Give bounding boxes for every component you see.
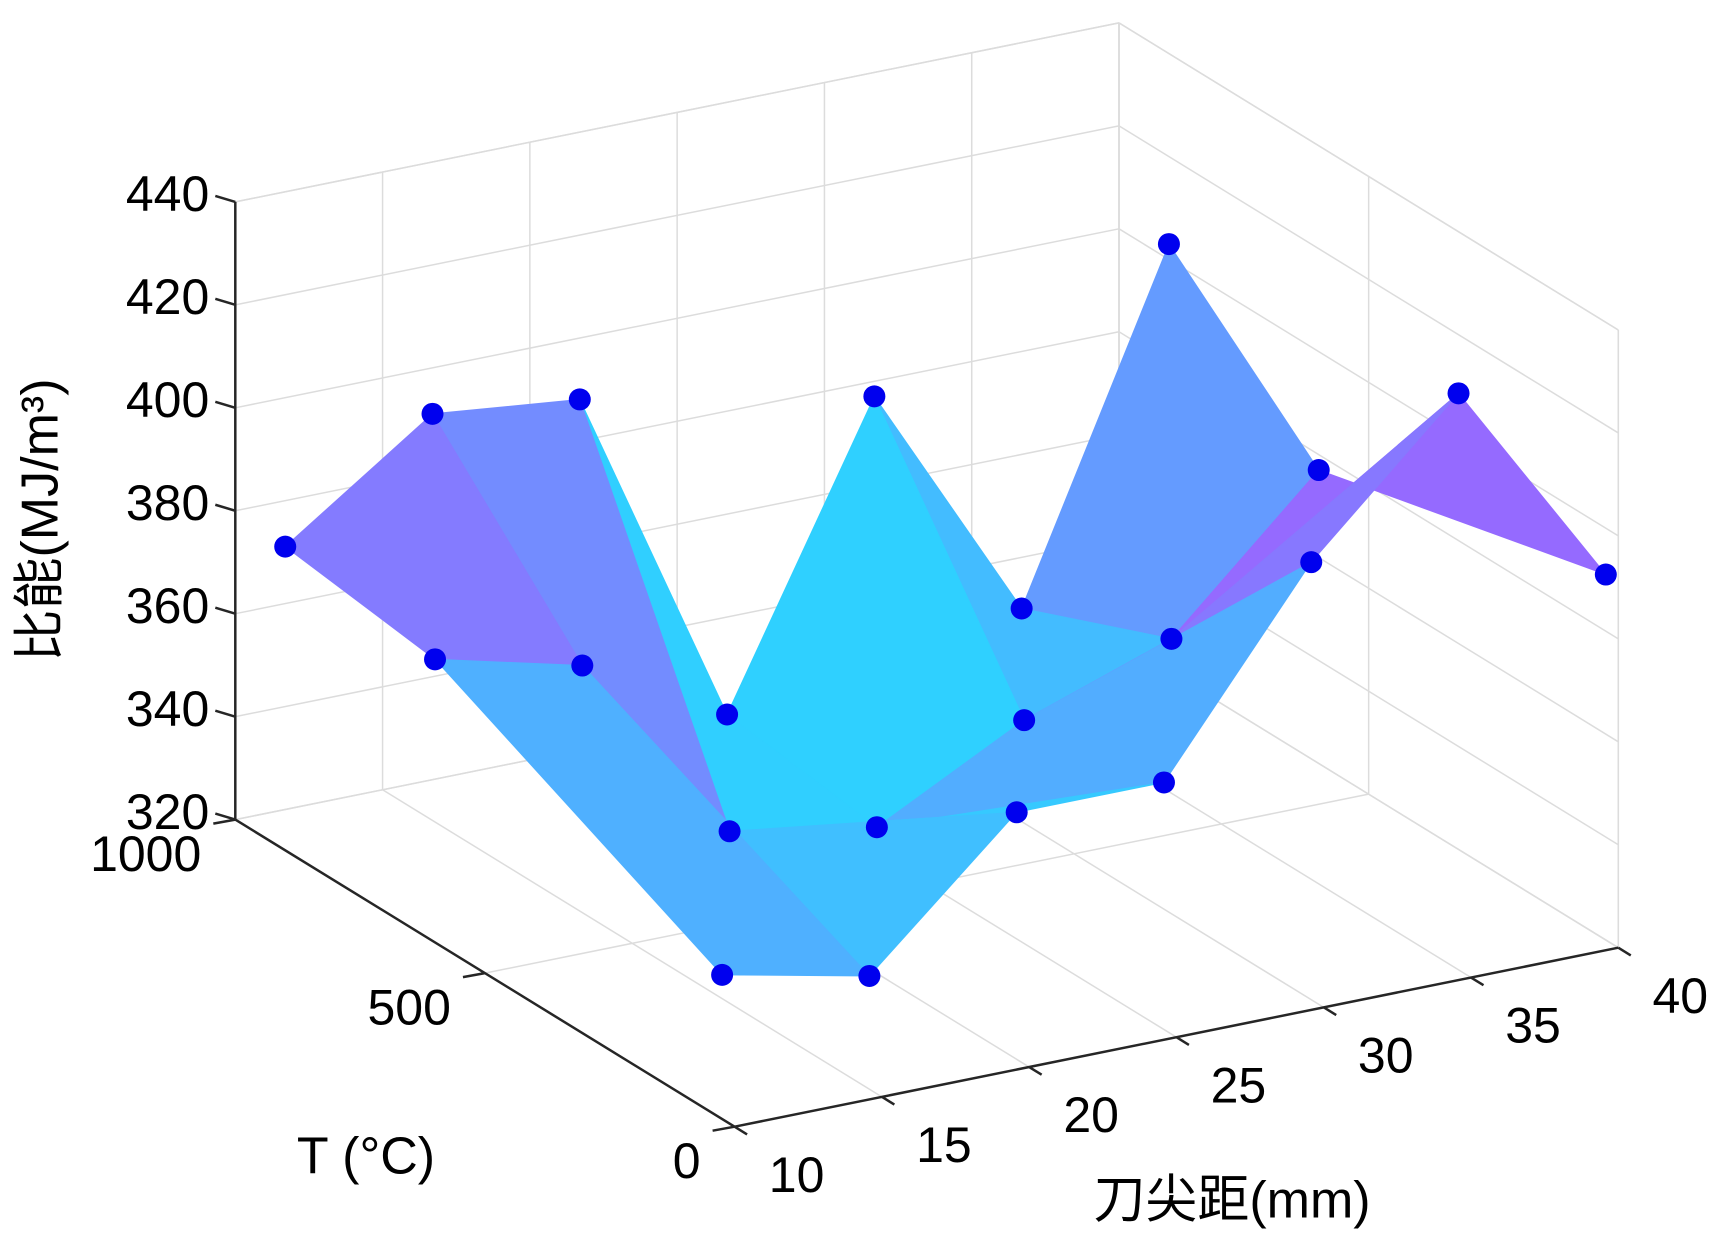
axes: 1015202530354005001000320340360380400420… [90,166,1708,1203]
data-point [568,388,591,411]
z-tick-label: 440 [126,166,209,222]
x-tick-label: 15 [916,1117,972,1173]
z-tick-label: 320 [126,784,209,840]
y-axis-label: T (°C) [297,1128,435,1186]
z-tick-label: 420 [126,269,209,325]
box-edge [235,22,1120,203]
data-point [1160,627,1183,650]
x-tick-mark [733,1125,748,1136]
grid-line [235,228,1120,409]
y-tick-mark [712,1125,735,1132]
data-point [1010,597,1033,620]
x-axis-label: 刀尖距(mm) [1093,1172,1370,1230]
x-tick-mark [1028,1065,1043,1076]
z-tick-mark [214,812,236,821]
data-point [858,964,881,987]
surface [284,242,1608,977]
data-point [571,654,594,677]
y-tick-mark [462,971,486,979]
z-tick-mark [214,194,236,204]
x-tick-label: 25 [1211,1057,1267,1113]
data-point [274,535,297,558]
x-tick-label: 40 [1652,968,1708,1024]
data-point [718,820,741,843]
labels: 比能(MJ/m³) T (°C) 刀尖距(mm) [12,378,1371,1229]
y-tick-mark [213,818,236,825]
box-edge [1118,22,1619,331]
z-tick-mark [214,503,236,512]
data-point [1447,382,1470,405]
data-point [711,963,734,986]
z-tick-mark [214,400,236,409]
z-tick-mark [214,709,236,718]
x-tick-label: 30 [1358,1028,1414,1084]
z-tick-label: 400 [126,372,209,428]
box-edge [234,818,736,1128]
x-tick-label: 10 [769,1147,825,1203]
data-point [1013,709,1036,732]
data-point [1005,801,1028,824]
z-tick-mark [214,606,236,615]
x-tick-mark [1175,1036,1190,1046]
x-tick-label: 35 [1505,998,1561,1054]
data-point [865,816,888,839]
z-tick-label: 380 [126,475,209,531]
data-point [1300,551,1323,574]
data-point [1157,233,1180,256]
markers [274,233,1617,987]
y-tick-label: 1000 [90,826,201,882]
box-edge [734,946,1619,1128]
x-tick-mark [1323,1006,1337,1017]
grid-line [235,125,1120,306]
grid-line [1118,228,1619,537]
z-tick-mark [214,297,236,307]
z-tick-label: 340 [126,681,209,737]
y-tick-label: 500 [368,979,451,1035]
data-point [716,703,739,726]
data-point [1594,563,1617,586]
data-point [1307,459,1330,482]
data-point [424,648,447,671]
x-tick-mark [881,1095,896,1106]
data-point [863,385,886,408]
y-tick-label: 0 [673,1133,701,1189]
x-tick-mark [1617,946,1632,957]
z-axis-label: 比能(MJ/m³) [12,378,70,661]
x-tick-label: 20 [1063,1087,1119,1143]
z-tick-label: 360 [126,578,209,634]
x-tick-mark [1470,976,1485,987]
data-point [1152,771,1175,794]
grid-line [1118,125,1619,434]
data-point [421,402,444,425]
